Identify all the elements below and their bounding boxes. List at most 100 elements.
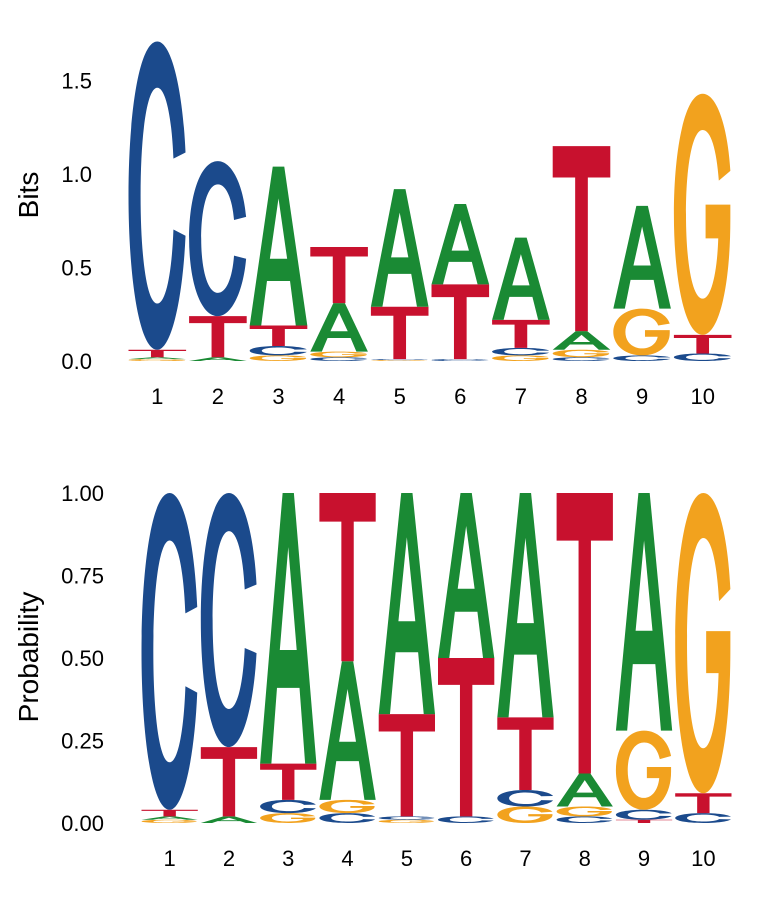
bits-x-tick-label: 5 <box>394 384 406 409</box>
letter-t-glyph <box>200 747 258 817</box>
bits-x-tick-label: 6 <box>454 384 466 409</box>
probability-axis-title: Probability <box>13 592 44 723</box>
probability-stack-position-7 <box>497 493 554 823</box>
letter-c-glyph <box>431 359 489 361</box>
letter-g-glyph <box>370 360 428 361</box>
letter-a-glyph <box>431 204 490 285</box>
letter-c-glyph <box>260 799 316 814</box>
letter-c-glyph <box>615 809 672 820</box>
bits-x-tick-label: 9 <box>636 384 648 409</box>
probability-x-tick-label: 7 <box>519 846 531 871</box>
letter-g-glyph <box>552 349 610 358</box>
probability-stack-position-1 <box>141 493 198 823</box>
probability-x-tick-label: 8 <box>579 846 591 871</box>
letter-t-glyph <box>260 763 317 800</box>
probability-stack-position-5 <box>378 493 435 823</box>
probability-x-tick-label: 1 <box>164 846 176 871</box>
letter-c-glyph <box>438 816 494 823</box>
probability-x-tick-label: 10 <box>691 846 715 871</box>
bits-x-tick-label: 1 <box>151 384 163 409</box>
bits-y-tick-label: 0.0 <box>61 349 92 374</box>
probability-y-tick-label: 0.25 <box>61 729 104 754</box>
letter-c-glyph <box>497 790 554 807</box>
letter-a-glyph <box>492 237 550 320</box>
letter-a-glyph <box>497 493 554 718</box>
letter-g-glyph <box>310 351 367 358</box>
bits-y-ticks: 0.0 0.5 1.0 1.5 <box>61 69 92 374</box>
letter-a-glyph <box>141 816 198 820</box>
probability-x-tick-label: 6 <box>460 846 472 871</box>
probability-letter-stacks <box>141 493 732 823</box>
letter-c-glyph <box>189 161 247 317</box>
letter-a-glyph <box>615 493 673 731</box>
probability-x-tick-label: 4 <box>341 846 353 871</box>
letter-g-glyph <box>128 359 185 361</box>
bits-y-tick-label: 0.5 <box>61 256 92 281</box>
letter-t-glyph <box>319 493 376 662</box>
letter-c-glyph <box>200 493 257 748</box>
letter-c-glyph <box>319 813 376 823</box>
probability-stack-position-10 <box>675 493 732 823</box>
letter-a-glyph <box>310 303 368 352</box>
probability-y-ticks: 0.00 0.25 0.50 0.75 1.00 <box>61 481 104 836</box>
bits-stack-position-5 <box>370 189 429 361</box>
bits-x-ticks: 1 2 3 4 5 6 7 8 9 10 <box>151 384 715 409</box>
letter-g-glyph <box>260 813 316 823</box>
probability-stack-position-3 <box>260 493 317 823</box>
letter-t-glyph <box>492 319 550 348</box>
letter-c-glyph <box>128 41 186 350</box>
letter-t-glyph <box>615 819 673 823</box>
letter-c-glyph <box>556 816 613 823</box>
bits-stack-position-2 <box>189 161 247 361</box>
letter-c-glyph <box>141 493 198 810</box>
letter-g-glyph <box>141 819 197 823</box>
letter-c-glyph <box>378 816 435 820</box>
letter-t-glyph <box>249 325 308 347</box>
probability-y-tick-label: 0.00 <box>61 811 104 836</box>
probability-stack-position-2 <box>200 493 258 823</box>
letter-a-glyph <box>613 205 671 309</box>
letter-a-glyph <box>556 773 613 807</box>
bits-stack-position-10 <box>673 93 732 361</box>
letter-c-glyph <box>249 346 307 356</box>
letter-g-glyph <box>613 308 670 356</box>
probability-stack-position-9 <box>615 493 673 823</box>
bits-stack-position-3 <box>249 166 308 361</box>
letter-t-glyph <box>552 146 611 332</box>
bits-letter-stacks <box>128 41 732 361</box>
bits-x-tick-label: 4 <box>333 384 345 409</box>
probability-y-tick-label: 0.75 <box>61 564 104 589</box>
bits-x-tick-label: 3 <box>272 384 284 409</box>
bits-stack-position-7 <box>492 237 550 361</box>
probability-x-ticks: 1 2 3 4 5 6 7 8 9 10 <box>164 846 716 871</box>
bits-y-tick-label: 1.5 <box>61 69 92 94</box>
probability-x-tick-label: 2 <box>223 846 235 871</box>
probability-y-tick-label: 1.00 <box>61 481 104 506</box>
bits-stack-position-8 <box>552 146 611 361</box>
letter-c-glyph <box>492 347 550 356</box>
letter-t-glyph <box>556 493 613 774</box>
letter-c-glyph <box>552 357 610 361</box>
letter-t-glyph <box>128 349 187 358</box>
bits-x-tick-label: 2 <box>212 384 224 409</box>
letter-a-glyph <box>370 189 429 307</box>
letter-a-glyph <box>128 357 187 360</box>
bits-stack-position-9 <box>613 205 671 361</box>
letter-g-glyph <box>249 355 307 361</box>
letter-t-glyph <box>310 247 368 304</box>
probability-x-tick-label: 9 <box>638 846 650 871</box>
letter-t-glyph <box>189 316 247 358</box>
letter-a-glyph <box>260 493 317 764</box>
letter-t-glyph <box>431 284 490 360</box>
letter-c-glyph <box>310 357 368 361</box>
probability-stack-position-6 <box>438 493 495 823</box>
bits-x-tick-label: 7 <box>515 384 527 409</box>
bits-stack-position-6 <box>431 204 490 361</box>
probability-x-tick-label: 5 <box>401 846 413 871</box>
letter-c-glyph <box>370 359 428 361</box>
letter-t-glyph <box>497 717 554 790</box>
probability-x-tick-label: 3 <box>282 846 294 871</box>
letter-g-glyph <box>615 730 672 810</box>
bits-y-tick-label: 1.0 <box>61 162 92 187</box>
